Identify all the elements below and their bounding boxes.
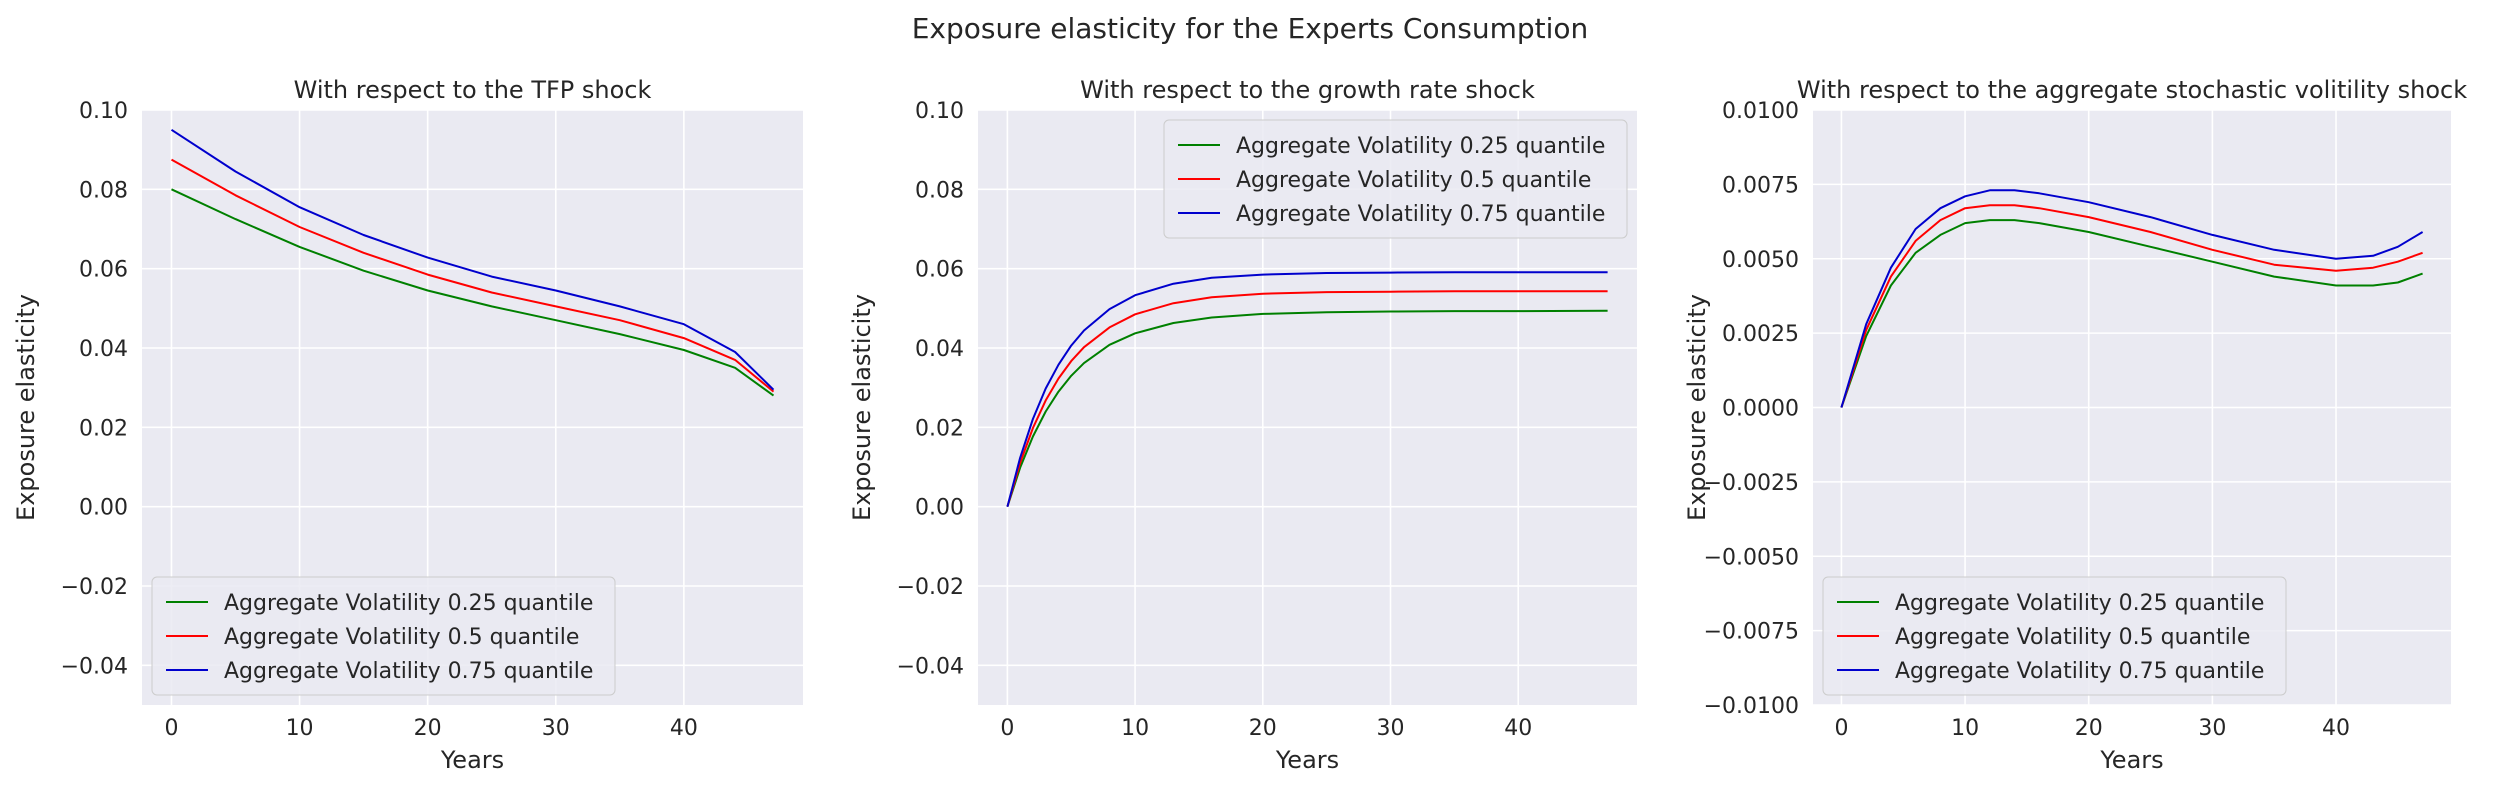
x-tick-label: 0 (1000, 716, 1014, 741)
y-tick-label: 0.0075 (1722, 173, 1799, 198)
subplot-3: 0 10 20 30 40 −0.0100 −0.0075 −0.0050 −0.0025 0.0… (1683, 76, 2467, 774)
series-line-1 (1006, 309, 1608, 508)
x-tick-label: 40 (670, 716, 698, 741)
legend-box (151, 576, 616, 696)
x-tick-label: 10 (1951, 716, 1979, 741)
legend-label: Aggregate Volatility 0.5 quantile (1895, 625, 2250, 650)
x-tick-label: 40 (1504, 716, 1532, 741)
y-tick-label: −0.0025 (1704, 471, 1799, 496)
legend: Aggregate Volatility 0.25 quantile Aggreg… (151, 576, 616, 696)
x-tick-label: 10 (286, 716, 314, 741)
legend: Aggregate Volatility 0.25 quantile Aggreg… (1163, 119, 1628, 239)
y-tick-label: 0.00 (915, 496, 964, 521)
legend-label: Aggregate Volatility 0.25 quantile (1895, 591, 2264, 616)
legend-label: Aggregate Volatility 0.75 quantile (1236, 202, 1605, 227)
subplot-1: 0 10 20 30 40 −0.04 −0.02 0.00 0.02 0.04 0.06 0.08 0… (12, 76, 803, 774)
y-tick-label: 0.0100 (1722, 99, 1799, 124)
y-tick-label: −0.02 (61, 575, 128, 600)
series-line-3 (1006, 271, 1608, 507)
x-tick-label: 10 (1121, 716, 1149, 741)
series-line-3 (1840, 189, 2424, 408)
x-tick-label: 30 (2198, 716, 2226, 741)
legend-label: Aggregate Volatility 0.5 quantile (1236, 168, 1591, 193)
y-tick-label: 0.00 (79, 496, 128, 521)
x-axis-label: Years (2099, 746, 2163, 774)
y-tick-label: 0.0000 (1722, 397, 1799, 422)
legend-box (1822, 576, 2287, 696)
legend-label: Aggregate Volatility 0.25 quantile (1236, 134, 1605, 159)
x-tick-label: 30 (1377, 716, 1405, 741)
y-axis-label: Exposure elasticity (848, 294, 876, 521)
series-line-3 (170, 128, 775, 391)
subplot-title: With respect to the growth rate shock (1080, 76, 1535, 104)
legend-label: Aggregate Volatility 0.25 quantile (224, 591, 593, 616)
series-line-2 (171, 158, 775, 393)
x-axis-label: Years (1275, 746, 1339, 774)
y-tick-label: 0.06 (79, 258, 128, 283)
y-tick-label: 0.04 (915, 337, 964, 362)
y-tick-label: −0.0100 (1704, 694, 1799, 719)
legend-label: Aggregate Volatility 0.75 quantile (224, 659, 593, 684)
subplot-title: With respect to the TFP shock (294, 76, 652, 104)
x-tick-label: 0 (1834, 716, 1848, 741)
x-axis-label: Years (440, 746, 504, 774)
y-tick-label: 0.10 (915, 99, 964, 124)
legend: Aggregate Volatility 0.25 quantile Aggreg… (1822, 576, 2287, 696)
y-tick-label: 0.02 (79, 416, 128, 441)
y-tick-label: −0.04 (897, 654, 964, 679)
y-tick-label: −0.0050 (1704, 545, 1799, 570)
x-tick-label: 20 (1249, 716, 1277, 741)
series-line-2 (1840, 204, 2423, 408)
y-tick-label: 0.06 (915, 258, 964, 283)
y-tick-label: −0.04 (61, 654, 128, 679)
y-tick-label: −0.0075 (1704, 620, 1799, 645)
y-tick-label: 0.08 (79, 178, 128, 203)
y-tick-label: 0.04 (79, 337, 128, 362)
y-tick-label: 0.0025 (1722, 322, 1799, 347)
y-axis-label: Exposure elasticity (12, 294, 40, 521)
x-tick-label: 30 (542, 716, 570, 741)
subplot-title: With respect to the aggregate stochastic… (1797, 76, 2467, 104)
subplot-2: 0 10 20 30 40 −0.04 −0.02 0.00 0.02 0.04 0.06 0.08 0… (848, 76, 1637, 774)
legend-label: Aggregate Volatility 0.75 quantile (1895, 659, 2264, 684)
x-tick-label: 20 (2075, 716, 2103, 741)
legend-box (1163, 119, 1628, 239)
x-tick-label: 20 (414, 716, 442, 741)
y-tick-label: 0.02 (915, 416, 964, 441)
series-line-1 (171, 188, 775, 397)
y-tick-label: 0.0050 (1722, 248, 1799, 273)
legend-label: Aggregate Volatility 0.5 quantile (224, 625, 579, 650)
series-line-1 (1840, 219, 2423, 408)
y-tick-label: −0.02 (897, 575, 964, 600)
x-tick-label: 0 (164, 716, 178, 741)
x-tick-label: 40 (2322, 716, 2350, 741)
series-line-2 (1006, 290, 1608, 507)
y-axis-label: Exposure elasticity (1683, 294, 1711, 521)
subplots: 0 10 20 30 40 −0.04 −0.02 0.00 0.02 0.04 0.06 0.08 0… (12, 76, 2467, 774)
y-tick-label: 0.10 (79, 99, 128, 124)
figure-suptitle: Exposure elasticity for the Experts Cons… (912, 12, 1589, 45)
y-tick-label: 0.08 (915, 178, 964, 203)
